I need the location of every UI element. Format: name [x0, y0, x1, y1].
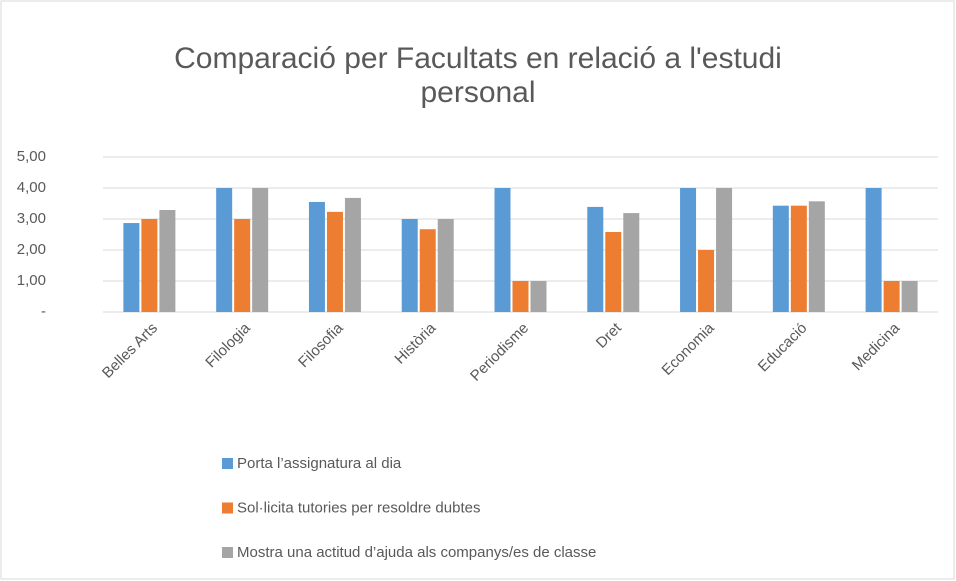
x-tick-label: Filosofia: [295, 319, 347, 371]
y-tick-label: 2,00: [17, 241, 46, 258]
legend-label: Mostra una actitud d’ajuda als companys/…: [237, 544, 596, 561]
bar: [901, 281, 918, 312]
legend-label: Sol·licita tutories per resoldre dubtes: [237, 499, 480, 516]
bar: [808, 201, 825, 312]
bar: [698, 250, 715, 312]
bar: [790, 205, 807, 312]
x-tick-label: Belles Arts: [99, 320, 161, 382]
bar: [141, 219, 158, 312]
bar: [530, 281, 547, 312]
y-tick-label: 3,00: [17, 210, 46, 227]
bar: [159, 210, 176, 312]
bar: [419, 229, 436, 312]
x-tick-label: Dret: [593, 319, 626, 352]
bar: [401, 219, 418, 312]
y-tick-label: 5,00: [17, 148, 46, 165]
legend-label: Porta l’assignatura al dia: [237, 455, 402, 472]
bar: [623, 213, 640, 312]
bar: [252, 188, 269, 312]
bar: [587, 206, 604, 312]
y-tick-label: -: [41, 303, 46, 320]
legend-swatch: [222, 458, 233, 469]
legend-swatch: [222, 547, 233, 558]
bar: [123, 223, 140, 312]
bar: [494, 188, 511, 312]
y-tick-label: 1,00: [17, 272, 46, 289]
bar: [883, 281, 900, 312]
bar: [605, 232, 622, 312]
bar: [234, 219, 251, 312]
bar: [216, 188, 233, 312]
x-tick-label: Economia: [659, 319, 719, 379]
x-tick-label: Història: [391, 319, 439, 367]
bar: [680, 188, 697, 312]
x-tick-label: Medicina: [849, 319, 904, 374]
bar: [344, 197, 361, 312]
bar: [308, 201, 325, 312]
bar: [326, 211, 343, 312]
bar: [865, 188, 882, 312]
bar: [437, 219, 454, 312]
chart-title: Comparació per Facultats en relació a l'…: [174, 42, 782, 109]
x-tick-label: Periodisme: [467, 320, 532, 385]
x-tick-label: Educació: [755, 320, 811, 376]
y-tick-label: 4,00: [17, 179, 46, 196]
bar: [772, 205, 789, 312]
bar: [512, 281, 529, 312]
legend-swatch: [222, 502, 233, 514]
x-tick-label: Filologia: [202, 319, 254, 371]
bar: [716, 188, 733, 312]
